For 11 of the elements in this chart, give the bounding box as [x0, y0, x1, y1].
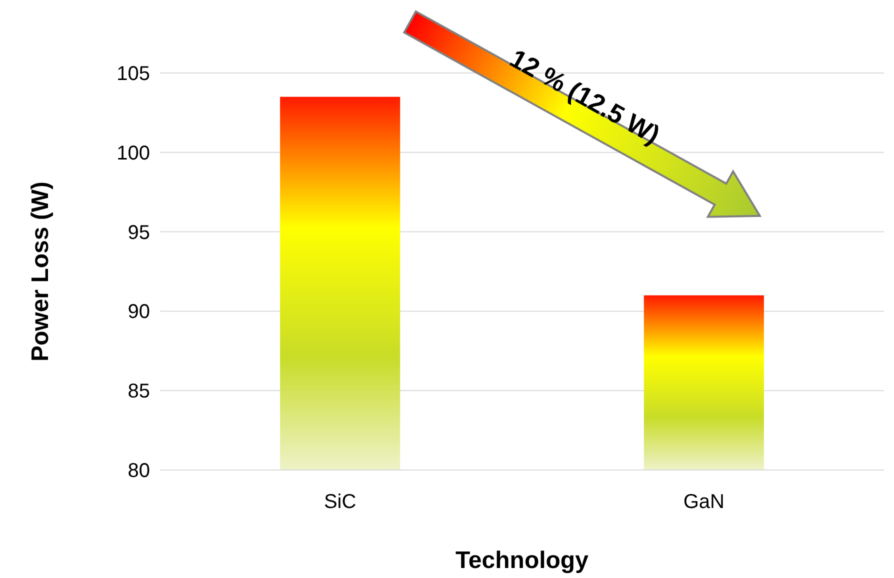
x-axis-title: Technology [456, 547, 590, 574]
x-tick-label: GaN [683, 491, 724, 513]
y-tick-label: 95 [128, 222, 150, 244]
y-tick-label: 90 [128, 301, 150, 324]
y-axis-title: Power Loss (W) [27, 181, 54, 362]
y-tick-label: 85 [128, 380, 150, 403]
y-tick-label: 80 [128, 460, 150, 482]
x-tick-label: SiC [324, 491, 356, 513]
y-tick-label: 100 [116, 142, 150, 164]
annotation: 12 % (12.5 W) [505, 43, 665, 150]
y-tick-label: 105 [116, 63, 150, 85]
